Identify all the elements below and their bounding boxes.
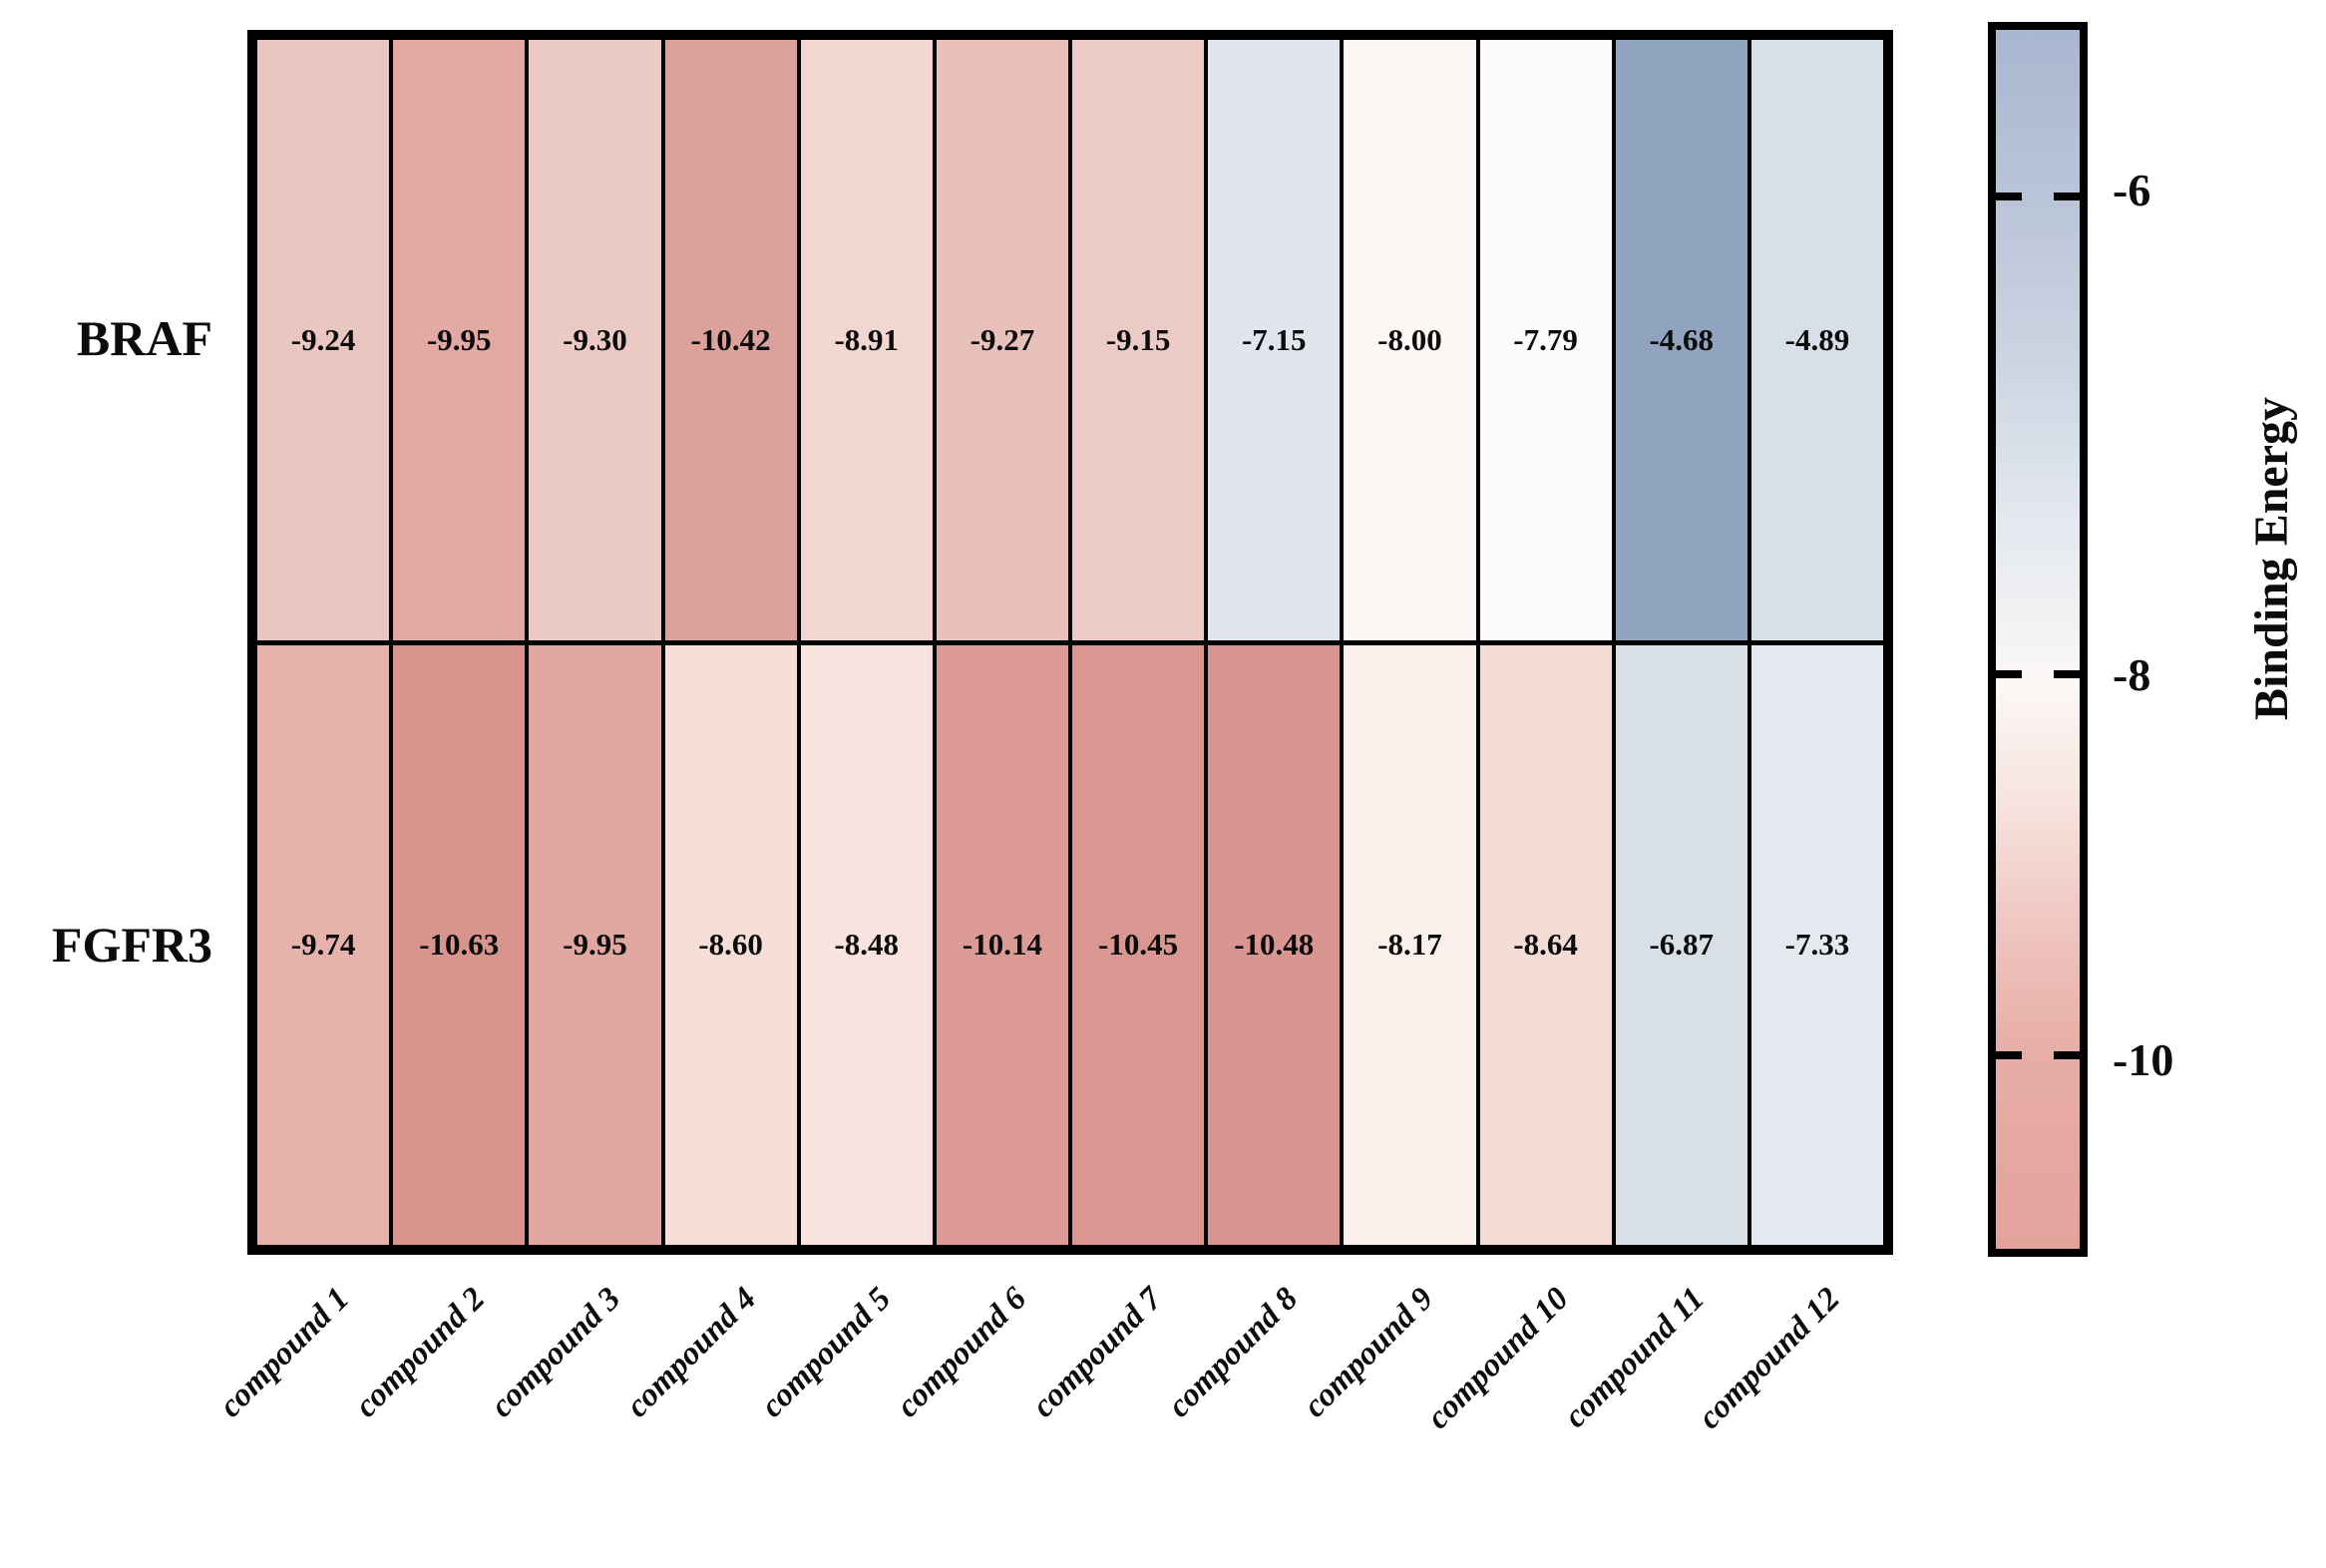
x-axis-label-text: compound 9: [1296, 1281, 1441, 1425]
x-axis-label-text: compound 7: [1025, 1281, 1170, 1425]
x-axis-label-text: compound 2: [348, 1281, 493, 1425]
colorbar-tick-label: -10: [2113, 1034, 2174, 1085]
heatmap-cell-BRAF-12: -4.89: [1750, 40, 1883, 640]
x-axis-label-text: compound 3: [483, 1281, 628, 1425]
colorbar-tick-mark: [1996, 1050, 2022, 1059]
colorbar-axis-title: Binding Energy: [2245, 396, 2298, 721]
colorbar-tick-mark: [2054, 192, 2080, 200]
heatmap-cell-BRAF-10: -7.79: [1479, 40, 1612, 640]
heatmap-cell-BRAF-9: -8.00: [1344, 40, 1476, 640]
heatmap-cell-FGFR3-11: -6.87: [1615, 644, 1747, 1245]
x-axis-label-text: compound 11: [1557, 1281, 1712, 1435]
x-axis-label-text: compound 5: [754, 1281, 899, 1425]
heatmap-cell-BRAF-7: -9.15: [1072, 40, 1205, 640]
x-axis-label-text: compound 6: [890, 1281, 1034, 1425]
heatmap-cell-FGFR3-1: -9.74: [257, 644, 390, 1245]
heatmap-cell-BRAF-8: -7.15: [1208, 40, 1341, 640]
heatmap-cell-FGFR3-5: -8.48: [800, 644, 933, 1245]
heatmap-cell-FGFR3-2: -10.63: [393, 644, 526, 1245]
heatmap-cell-BRAF-5: -8.91: [800, 40, 933, 640]
x-axis-label-text: compound 12: [1691, 1281, 1847, 1436]
x-axis-label-text: compound 1: [212, 1281, 357, 1425]
heatmap-cell-FGFR3-8: -10.48: [1208, 644, 1341, 1245]
heatmap-grid: -9.24 -9.95 -9.30 -10.42 -8.91 -9.27 -9.15 -7.1…: [247, 30, 1893, 1255]
heatmap-cell-FGFR3-6: -10.14: [936, 644, 1068, 1245]
colorbar-tick-mark: [1996, 670, 2022, 679]
x-axis-label-text: compound 8: [1161, 1281, 1306, 1425]
row-label-braf: BRAF: [76, 310, 212, 366]
heatmap-cell-FGFR3-7: -10.45: [1072, 644, 1205, 1245]
heatmap-cell-FGFR3-12: -7.33: [1750, 644, 1883, 1245]
heatmap-cell-BRAF-4: -10.42: [664, 40, 797, 640]
heatmap-cell-FGFR3-10: -8.64: [1479, 644, 1612, 1245]
heatmap-cell-BRAF-11: -4.68: [1615, 40, 1747, 640]
heatmap-cell-BRAF-1: -9.24: [257, 40, 390, 640]
heatmap-cell-FGFR3-3: -9.95: [529, 644, 661, 1245]
colorbar-tick-mark: [1996, 192, 2022, 200]
heatmap-cell-BRAF-2: -9.95: [393, 40, 526, 640]
heatmap-cell-BRAF-6: -9.27: [936, 40, 1068, 640]
heatmap-cell-FGFR3-4: -8.60: [664, 644, 797, 1245]
heatmap-cell-FGFR3-9: -8.17: [1344, 644, 1476, 1245]
colorbar-gradient: [1988, 22, 2088, 1257]
x-axis-label-text: compound 4: [618, 1281, 763, 1425]
colorbar-tick-mark: [2054, 670, 2080, 679]
colorbar-tick-label: -6: [2113, 165, 2151, 215]
heatmap-cell-BRAF-3: -9.30: [529, 40, 661, 640]
row-label-fgfr3: FGFR3: [51, 917, 212, 973]
colorbar-tick-label: -8: [2113, 649, 2151, 700]
colorbar-tick-mark: [2054, 1050, 2080, 1059]
x-axis-label-text: compound 10: [1420, 1281, 1576, 1436]
